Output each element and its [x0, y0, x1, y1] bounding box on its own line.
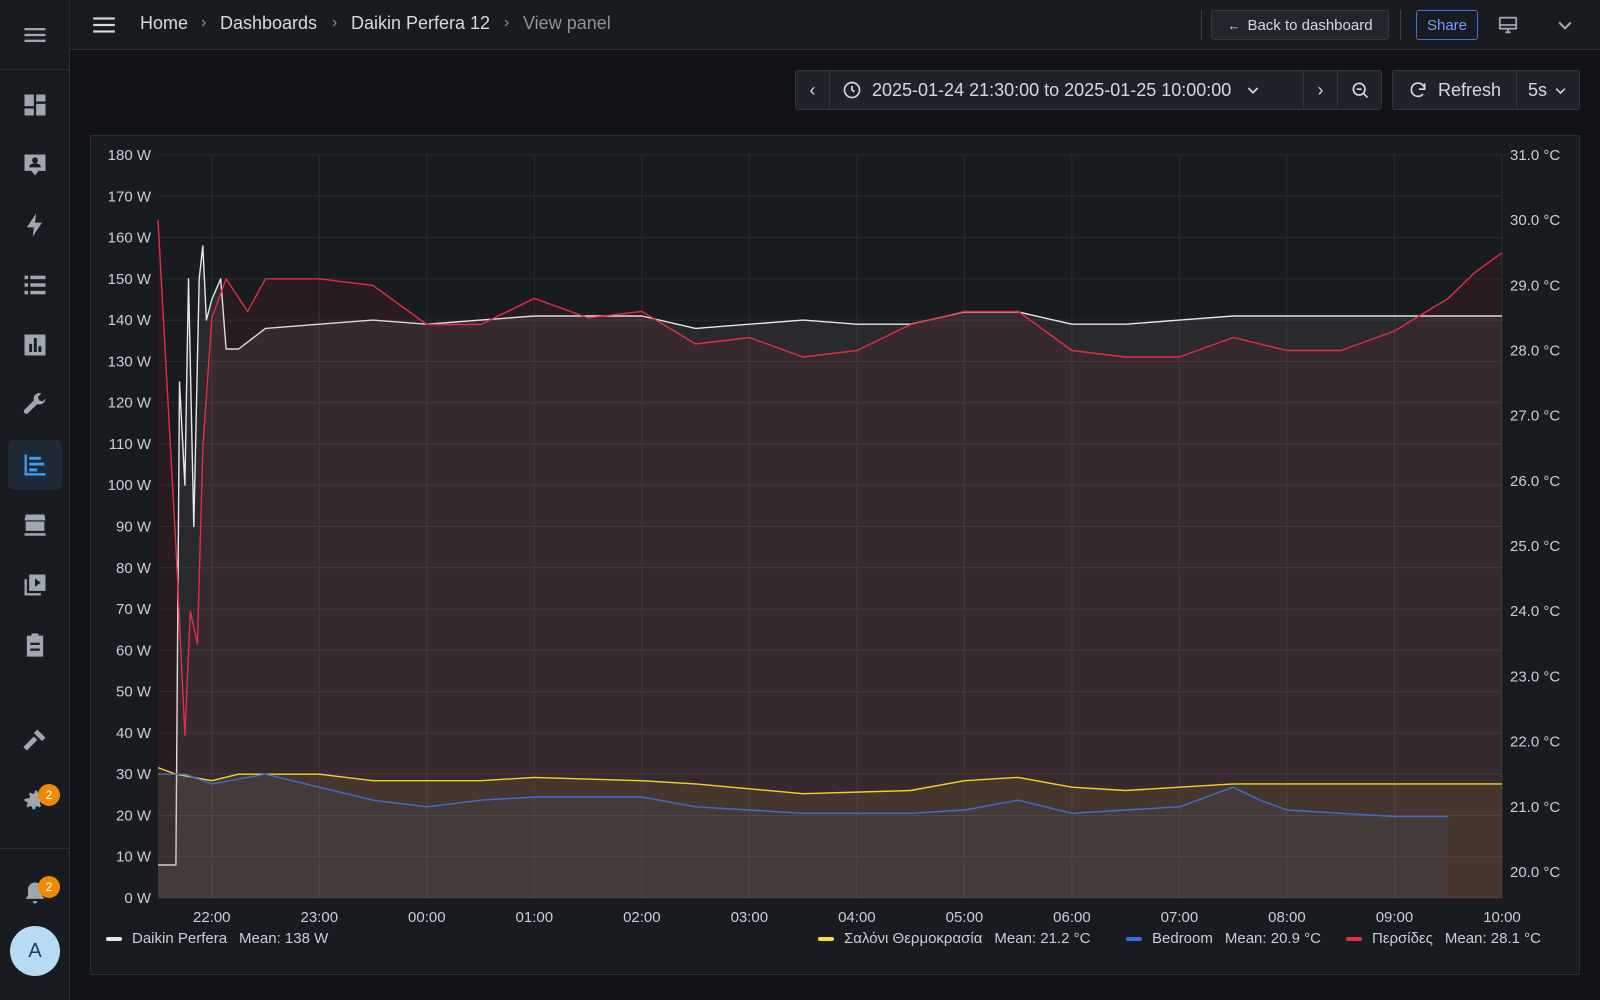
legend-mean: Mean: 20.9 °C: [1224, 930, 1321, 947]
refresh-interval-select[interactable]: 5s: [1517, 71, 1579, 109]
chart-panel: [90, 135, 1580, 975]
legend-item-daikin[interactable]: Daikin Perfera Mean: 138 W: [106, 930, 328, 947]
clock-icon: [843, 81, 861, 99]
chevron-right-icon: ›: [1317, 79, 1324, 100]
toolbar-divider: [1201, 10, 1202, 40]
breadcrumb-dashboard[interactable]: Daikin Perfera 12: [351, 13, 491, 33]
refresh-interval-value: 5s: [1527, 79, 1547, 100]
settings-badge: 2: [38, 784, 60, 806]
legend-name: Σαλόνι Θερμοκρασία: [844, 930, 983, 947]
chevron-down-icon: [1555, 87, 1566, 94]
back-to-dashboard-button[interactable]: ← Back to dashboard: [1211, 10, 1389, 40]
time-range-picker: ‹ 2025-01-24 21:30:00 to 2025-01-25 10:0…: [795, 70, 1382, 110]
legend-item-bedroom[interactable]: Bedroom Mean: 20.9 °C: [1126, 930, 1321, 947]
breadcrumb-dashboards[interactable]: Dashboards: [220, 13, 318, 33]
share-button[interactable]: Share: [1416, 10, 1478, 40]
top-bar: Home › Dashboards › Daikin Perfera 12 › …: [70, 0, 1600, 50]
hacs-icon[interactable]: [8, 500, 62, 550]
grafana-icon[interactable]: [8, 440, 62, 490]
legend-swatch: [818, 936, 834, 941]
refresh-icon: [1410, 82, 1426, 98]
energy-icon[interactable]: [8, 200, 62, 250]
tv-mode-icon[interactable]: [1496, 14, 1520, 36]
zoom-out-icon: [1352, 82, 1368, 99]
chevron-down-icon[interactable]: [1555, 15, 1575, 35]
breadcrumb-current: View panel: [523, 13, 611, 33]
toolbar-divider: [1400, 10, 1401, 40]
logbook-icon[interactable]: [8, 260, 62, 310]
legend-mean: Mean: 21.2 °C: [994, 930, 1091, 947]
time-shift-forward-button[interactable]: ›: [1304, 71, 1338, 109]
time-range-button[interactable]: 2025-01-24 21:30:00 to 2025-01-25 10:00:…: [830, 71, 1304, 109]
legend-name: Daikin Perfera: [132, 930, 228, 947]
people-icon[interactable]: [8, 140, 62, 190]
refresh-button[interactable]: Refresh: [1393, 71, 1517, 109]
breadcrumb-chevron-icon: ›: [504, 14, 510, 31]
history-icon[interactable]: [8, 320, 62, 370]
legend-swatch: [1126, 936, 1142, 941]
notifications-badge: 2: [38, 876, 60, 898]
sidebar: 2 2 A: [0, 0, 70, 1000]
todo-icon[interactable]: [8, 620, 62, 670]
wrench-icon[interactable]: [8, 380, 62, 430]
legend-name: Bedroom: [1152, 930, 1213, 947]
breadcrumb-home[interactable]: Home: [140, 13, 189, 33]
breadcrumb-chevron-icon: ›: [332, 14, 338, 31]
zoom-out-button[interactable]: [1338, 71, 1381, 109]
back-to-dashboard-label: Back to dashboard: [1247, 16, 1373, 34]
sidebar-divider: [0, 69, 70, 70]
breadcrumb-chevron-icon: ›: [201, 14, 207, 31]
overview-icon[interactable]: [8, 80, 62, 130]
arrow-left-icon: ←: [1227, 17, 1241, 33]
time-shift-back-button[interactable]: ‹: [796, 71, 830, 109]
legend-item-saloni[interactable]: Σαλόνι Θερμοκρασία Mean: 21.2 °C: [818, 930, 1090, 947]
refresh-label: Refresh: [1437, 79, 1502, 100]
refresh-picker: Refresh 5s: [1392, 70, 1580, 110]
legend-swatch: [106, 936, 122, 941]
panel-menu-icon[interactable]: [90, 12, 118, 38]
menu-icon[interactable]: [8, 10, 62, 60]
legend-mean: Mean: 138 W: [239, 930, 329, 947]
legend-name: Περσίδες: [1372, 930, 1433, 947]
avatar[interactable]: A: [10, 926, 60, 976]
media-icon[interactable]: [8, 560, 62, 610]
chevron-down-icon: [1248, 87, 1259, 94]
chevron-left-icon: ‹: [809, 79, 816, 100]
legend-swatch: [1346, 936, 1362, 941]
time-range-label: 2025-01-24 21:30:00 to 2025-01-25 10:00:…: [872, 79, 1232, 100]
developer-tools-icon[interactable]: [8, 715, 62, 765]
legend-mean: Mean: 28.1 °C: [1444, 930, 1541, 947]
legend-item-persides[interactable]: Περσίδες Mean: 28.1 °C: [1346, 930, 1541, 947]
sidebar-divider-bottom: [0, 848, 70, 849]
